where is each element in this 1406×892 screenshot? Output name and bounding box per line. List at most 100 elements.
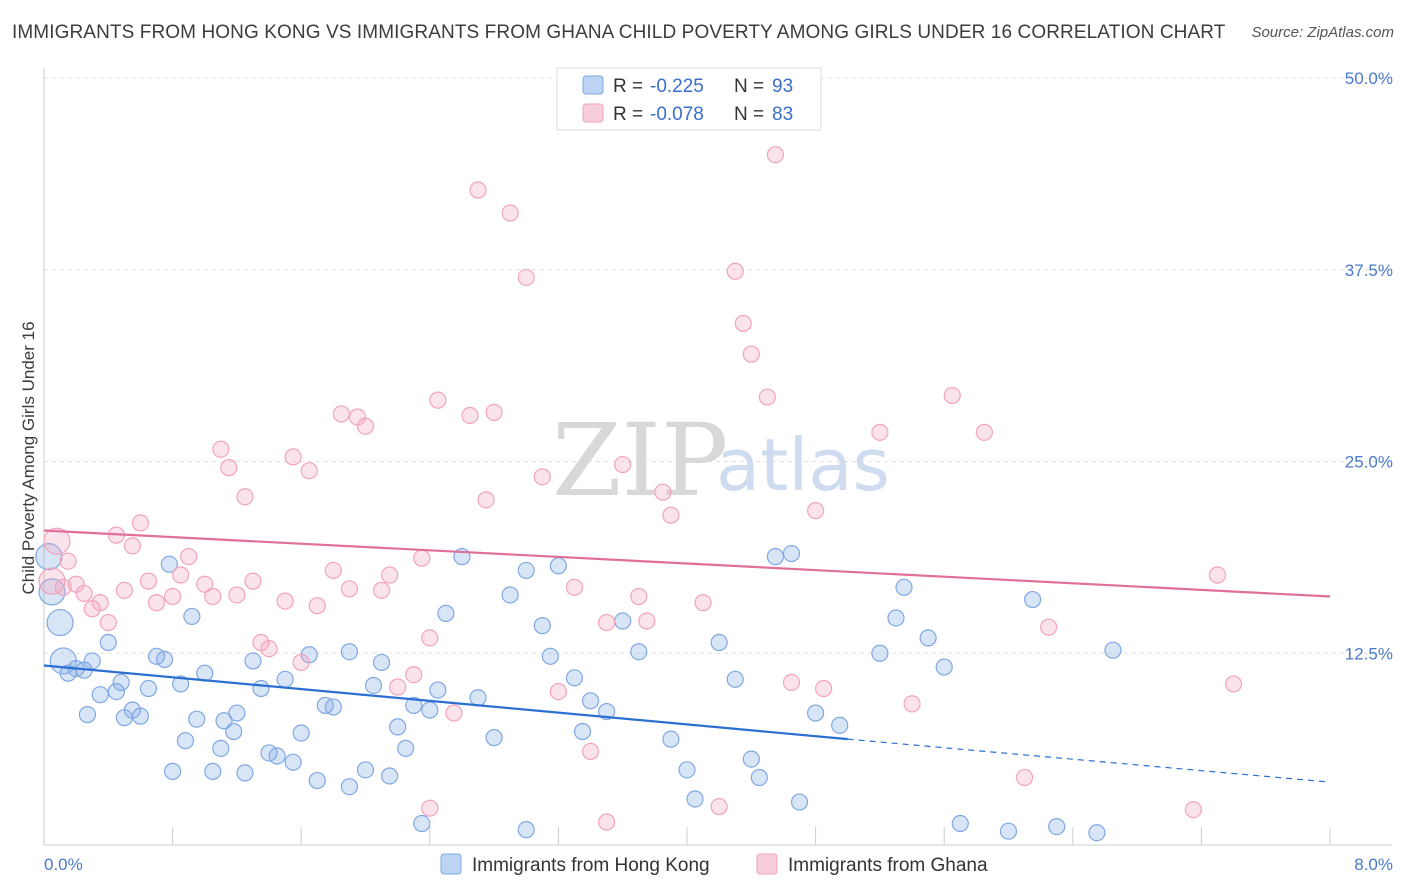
point-hongkong (276, 670, 294, 688)
point-ghana (943, 386, 961, 405)
point-ghana (782, 673, 801, 691)
point-hongkong (389, 718, 407, 736)
legend-n-label-ghana: N = (734, 104, 764, 125)
point-ghana (164, 587, 182, 606)
point-ghana (204, 587, 222, 606)
point-hongkong (225, 722, 243, 741)
bottom-legend-label-ghana: Immigrants from Ghana (788, 855, 988, 876)
point-ghana (638, 612, 656, 630)
point-ghana (91, 594, 109, 612)
point-ghana (429, 391, 447, 409)
y-tick-label: 25.0% (1345, 453, 1393, 472)
point-ghana (99, 613, 117, 632)
point-hongkong (1024, 590, 1042, 609)
point-ghana (614, 455, 632, 474)
point-ghana (276, 592, 294, 610)
chart-title: IMMIGRANTS FROM HONG KONG VS IMMIGRANTS … (12, 22, 1226, 43)
point-ghana (180, 548, 198, 566)
point-ghana (734, 314, 752, 333)
x-tick-label-max: 8.0% (1354, 855, 1393, 874)
point-ghana (284, 448, 302, 466)
point-ghana (903, 695, 921, 713)
legend-swatch-ghana (582, 103, 604, 123)
point-ghana (1015, 768, 1034, 787)
point-hongkong (292, 724, 310, 742)
point-hongkong (1048, 817, 1066, 836)
point-ghana (565, 578, 584, 596)
point-hongkong (951, 814, 969, 833)
point-hongkong (183, 607, 201, 626)
legend: R = -0.225 N = 93 R = -0.078 N = 83 (556, 67, 822, 131)
point-ghana (469, 181, 487, 199)
point-hongkong (533, 617, 551, 635)
point-hongkong (790, 793, 809, 811)
point-hongkong (139, 679, 158, 698)
point-ghana (340, 580, 359, 598)
point-hongkong (252, 679, 270, 698)
point-hongkong (437, 604, 455, 622)
point-hongkong (46, 608, 74, 637)
trend-lines (43, 529, 1331, 783)
point-hongkong (887, 609, 905, 627)
point-hongkong (678, 761, 696, 779)
point-hongkong (485, 729, 503, 747)
point-ghana (381, 566, 399, 584)
point-hongkong (919, 629, 937, 647)
y-tick-label: 12.5% (1345, 644, 1393, 663)
point-ghana (236, 488, 254, 506)
point-hongkong (381, 767, 399, 785)
point-ghana (598, 813, 616, 831)
point-hongkong (565, 669, 584, 687)
point-hongkong (806, 704, 825, 722)
point-ghana (445, 704, 463, 722)
point-hongkong (244, 652, 262, 670)
trend-line-hongkong (43, 664, 848, 741)
trend-line-hongkong-extension (847, 738, 1331, 783)
point-hongkong (999, 822, 1018, 840)
point-ghana (975, 423, 993, 441)
point-ghana (806, 501, 825, 520)
point-ghana (300, 462, 318, 480)
point-ghana (630, 587, 648, 606)
bottom-legend-swatch-ghana (756, 853, 778, 875)
point-hongkong (131, 707, 150, 725)
point-ghana (59, 552, 77, 570)
point-hongkong (83, 652, 101, 670)
point-ghana (1040, 618, 1058, 636)
point-hongkong (895, 578, 913, 596)
grid (44, 77, 1392, 654)
point-hongkong (871, 644, 889, 662)
legend-n-value-hongkong: 93 (772, 76, 793, 97)
x-tick-labels: 0.0% 8.0% (44, 855, 1393, 874)
point-hongkong (308, 771, 326, 790)
y-tick-labels: 12.5% 25.0% 37.5% 50.0% (1345, 69, 1393, 663)
point-ghana (710, 798, 728, 816)
point-hongkong (188, 710, 206, 728)
point-ghana (461, 406, 479, 425)
point-hongkong (1088, 824, 1106, 842)
point-hongkong (726, 670, 744, 688)
point-hongkong (766, 548, 785, 566)
point-hongkong (1104, 641, 1122, 659)
point-hongkong (236, 764, 254, 782)
y-tick-label: 50.0% (1345, 69, 1393, 88)
point-ghana (212, 440, 230, 458)
point-ghana (421, 799, 439, 817)
point-ghana (549, 682, 568, 701)
point-ghana (654, 483, 672, 501)
point-hongkong (517, 561, 535, 580)
bottom-legend-label-hongkong: Immigrants from Hong Kong (472, 855, 710, 876)
point-hongkong (517, 821, 535, 839)
point-ghana (292, 653, 310, 672)
point-hongkong (215, 712, 233, 730)
point-hongkong (662, 730, 680, 748)
point-hongkong (686, 790, 704, 808)
point-ghana (533, 468, 551, 486)
point-ghana (405, 666, 423, 684)
point-ghana (38, 567, 66, 595)
point-ghana (332, 405, 350, 423)
point-hongkong (228, 704, 246, 722)
point-ghana (1224, 675, 1243, 693)
point-ghana (726, 262, 744, 280)
